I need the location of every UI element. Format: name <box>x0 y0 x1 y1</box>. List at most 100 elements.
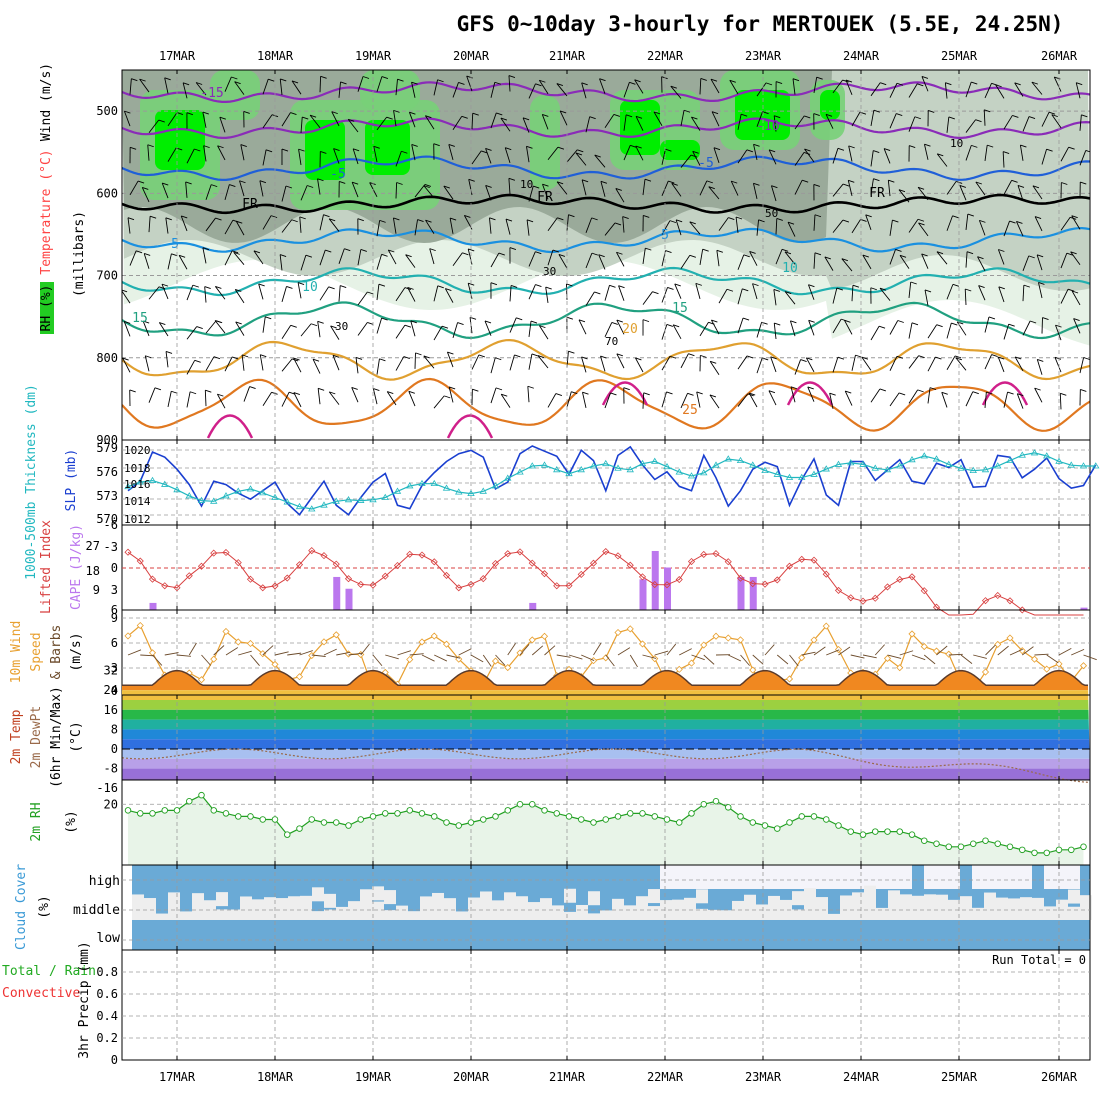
wind-barb-flag <box>787 221 795 225</box>
wind-barb <box>642 179 646 196</box>
wind-barb-flag <box>708 186 715 190</box>
wind-barb-10m <box>581 654 595 661</box>
thickness-marker <box>871 464 879 471</box>
thickness-marker <box>455 488 463 495</box>
wind-barb <box>186 360 196 375</box>
cloud-high-clear <box>1008 865 1020 889</box>
wind-barb <box>775 218 778 235</box>
wind-barb-10m <box>911 654 926 661</box>
wind-barb-flag <box>194 148 201 152</box>
wind-barb-flag <box>496 112 503 116</box>
wind-barb <box>575 152 587 166</box>
wind-barb <box>547 249 554 266</box>
isotherm-label: 25 <box>682 403 698 418</box>
wind-barb <box>965 391 974 407</box>
wind-barb-flag <box>690 154 698 158</box>
wind-barb-flag <box>135 250 143 254</box>
wind-barb <box>749 251 758 266</box>
wind-barb <box>433 285 439 302</box>
wind-barb <box>414 184 426 198</box>
wind-barb <box>965 145 972 161</box>
wind-barb-flag <box>352 181 359 185</box>
rh-2m-marker <box>333 819 340 826</box>
lifted-index-marker <box>332 560 340 568</box>
wind-speed-marker <box>810 636 818 644</box>
rh-2m-marker <box>614 813 622 820</box>
wind-barb-flag <box>774 322 781 326</box>
rh-2m-marker <box>455 822 463 829</box>
cloud-middle-clear <box>1056 911 1068 920</box>
wind-barb <box>824 256 834 271</box>
rh-2m-marker <box>676 819 683 826</box>
wind-barb-flag <box>468 178 475 182</box>
rh-2m-marker <box>357 816 365 823</box>
cloud-level-label: middle <box>73 903 120 918</box>
wind-barb <box>825 114 834 129</box>
wind-barb <box>148 286 160 300</box>
wind-barb-flag <box>669 220 677 224</box>
wind-barb <box>338 285 341 302</box>
wind-barb <box>500 117 511 132</box>
wind-speed-marker <box>981 668 990 676</box>
wind-barb-10m <box>152 654 163 666</box>
wind-speed-marker <box>687 659 696 667</box>
rh-2m-marker <box>185 798 193 805</box>
slp-tick-label: 1016 <box>124 478 151 491</box>
panel-frame <box>121 949 1091 1061</box>
wind-barb <box>661 391 667 408</box>
wind-barb-flag <box>535 284 542 288</box>
cape-bar <box>664 567 671 610</box>
wind-barb-flag <box>516 317 523 321</box>
date-label-bottom: 20MAR <box>453 1070 490 1084</box>
wind-barb <box>716 250 720 267</box>
cloud-middle-clear <box>696 908 708 920</box>
wind-barb <box>908 116 916 132</box>
wind-barb <box>330 325 340 340</box>
cloud-middle-clear <box>348 901 360 920</box>
wind-barb <box>328 391 340 405</box>
wind-barb <box>1055 324 1062 341</box>
wind-barb-10m <box>1083 654 1097 661</box>
lifted-index-marker <box>259 584 267 592</box>
wind-barb-flag <box>360 249 367 252</box>
wind-barb-flag <box>526 219 534 223</box>
wind-speed-marker <box>1006 634 1014 642</box>
wind-barb <box>317 388 321 405</box>
isotherm-10 <box>122 266 1090 297</box>
cape-bar <box>345 588 353 610</box>
wind-barb <box>955 357 967 371</box>
wind-barb-flag <box>710 360 717 364</box>
wind-barb-flag <box>154 387 162 391</box>
wind-speed-marker <box>896 664 904 672</box>
lifted-index-marker <box>430 558 438 566</box>
cloud-high-clear <box>984 865 996 889</box>
lifted-index-marker <box>516 548 524 556</box>
wind-barb-flag <box>293 357 300 361</box>
wind-barb-flag <box>229 184 236 187</box>
wind-barb <box>965 81 972 98</box>
wind-barb <box>167 147 177 162</box>
wind-barb-flag <box>291 219 298 223</box>
wind-barb <box>1014 356 1024 372</box>
wind-barb-flag <box>749 392 756 396</box>
wind-barb <box>253 250 264 265</box>
wind-barb-flag <box>249 386 256 389</box>
wind-barb-flag <box>178 254 186 258</box>
cloud-high-clear <box>816 865 828 889</box>
wind-speed-marker <box>834 645 843 654</box>
rh-2m-marker <box>149 810 156 817</box>
thickness-marker <box>357 496 365 503</box>
wind-barb <box>331 111 340 127</box>
wind-barb <box>410 320 416 337</box>
thickness-marker <box>271 493 279 500</box>
thickness-marker <box>467 489 475 497</box>
wind-barb <box>235 321 245 336</box>
cloud-middle-clear <box>420 896 432 920</box>
thickness-marker <box>847 459 855 466</box>
wind-barb <box>709 361 720 375</box>
wind-barb-flag <box>388 249 395 253</box>
date-label-bottom: 23MAR <box>745 1070 782 1084</box>
wind-barb-flag <box>773 288 780 292</box>
lifted-index-marker <box>491 559 500 568</box>
wind-barb <box>241 354 245 371</box>
